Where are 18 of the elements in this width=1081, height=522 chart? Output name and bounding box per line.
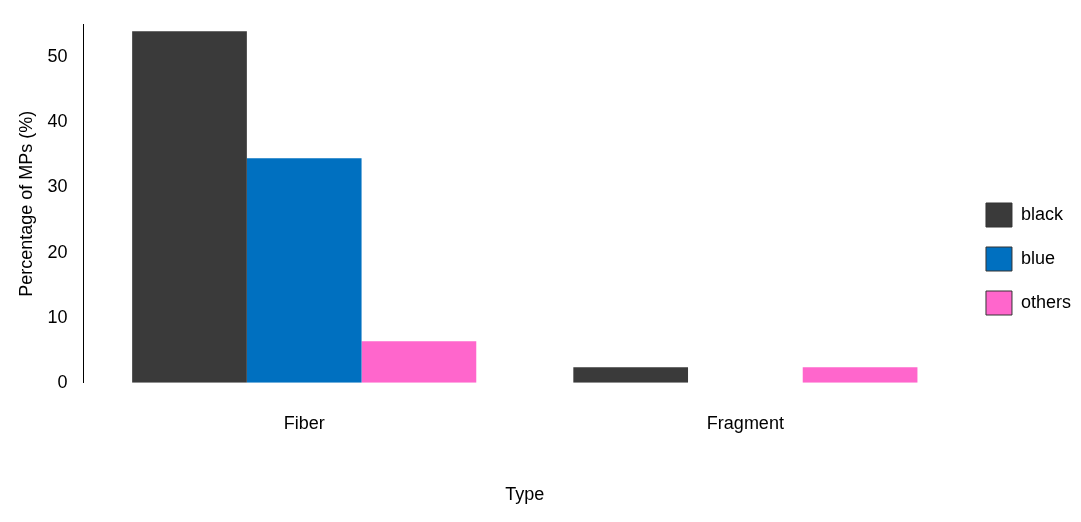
legend-label: others	[1020, 291, 1071, 312]
legend-label: black	[1020, 203, 1064, 224]
y-tick-label: 0	[57, 371, 68, 392]
x-axis-title: Type	[505, 484, 545, 505]
y-tick-label: 20	[47, 241, 68, 262]
y-tick-label: 30	[47, 176, 68, 197]
legend-label: blue	[1020, 247, 1055, 268]
y-tick-label: 40	[47, 111, 68, 132]
bar	[802, 367, 918, 383]
bar	[361, 341, 477, 383]
x-tick-label: Fiber	[283, 412, 325, 433]
y-axis-title: Percentage of MPs (%)	[15, 110, 36, 297]
x-tick-label: Fragment	[706, 412, 784, 433]
y-tick-label: 10	[47, 306, 68, 327]
y-tick-label: 50	[47, 46, 68, 67]
bar	[573, 367, 689, 383]
bar	[246, 158, 362, 383]
bar	[132, 31, 247, 383]
